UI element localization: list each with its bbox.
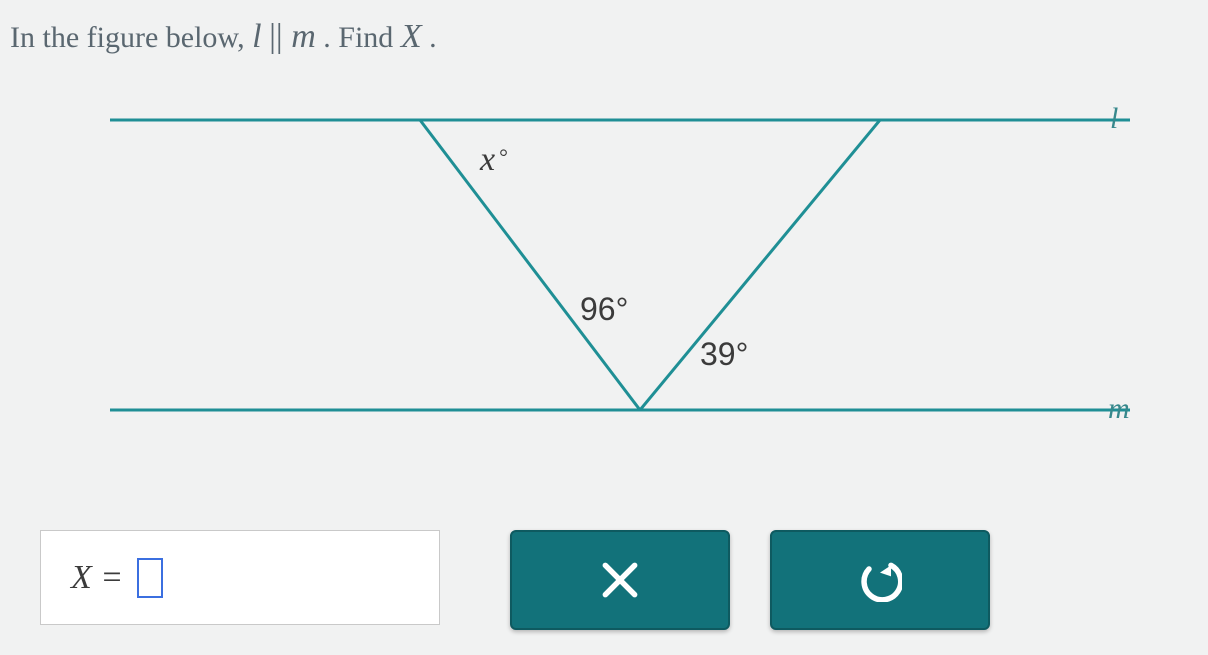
- question-target: X: [401, 18, 422, 55]
- transversal-right: [640, 120, 880, 410]
- figure-svg: l m x° 96° 39°: [110, 90, 1130, 440]
- question-period: .: [429, 21, 437, 54]
- question-prefix: In the figure below,: [10, 21, 252, 54]
- line-l-label: l: [1110, 102, 1118, 135]
- answer-input[interactable]: [137, 558, 163, 598]
- angle-39-label: 39°: [700, 336, 748, 372]
- reset-button[interactable]: [770, 530, 990, 630]
- answer-label: X =: [71, 559, 123, 597]
- angle-96-label: 96°: [580, 291, 628, 327]
- question-var-l: l: [252, 18, 261, 55]
- parallel-symbol: ||: [269, 18, 291, 55]
- button-row: [510, 530, 990, 630]
- line-m-label: m: [1108, 392, 1130, 425]
- angle-x-label: x°: [479, 141, 508, 178]
- question-var-m: m: [291, 18, 316, 55]
- transversal-left: [420, 120, 640, 410]
- question-text: In the figure below, l || m . Find X .: [10, 18, 437, 56]
- check-button[interactable]: [510, 530, 730, 630]
- answer-box: X =: [40, 530, 440, 625]
- geometry-figure: l m x° 96° 39°: [110, 90, 1130, 440]
- x-icon: [598, 558, 642, 602]
- undo-icon: [858, 558, 902, 602]
- question-suffix: . Find: [323, 21, 401, 54]
